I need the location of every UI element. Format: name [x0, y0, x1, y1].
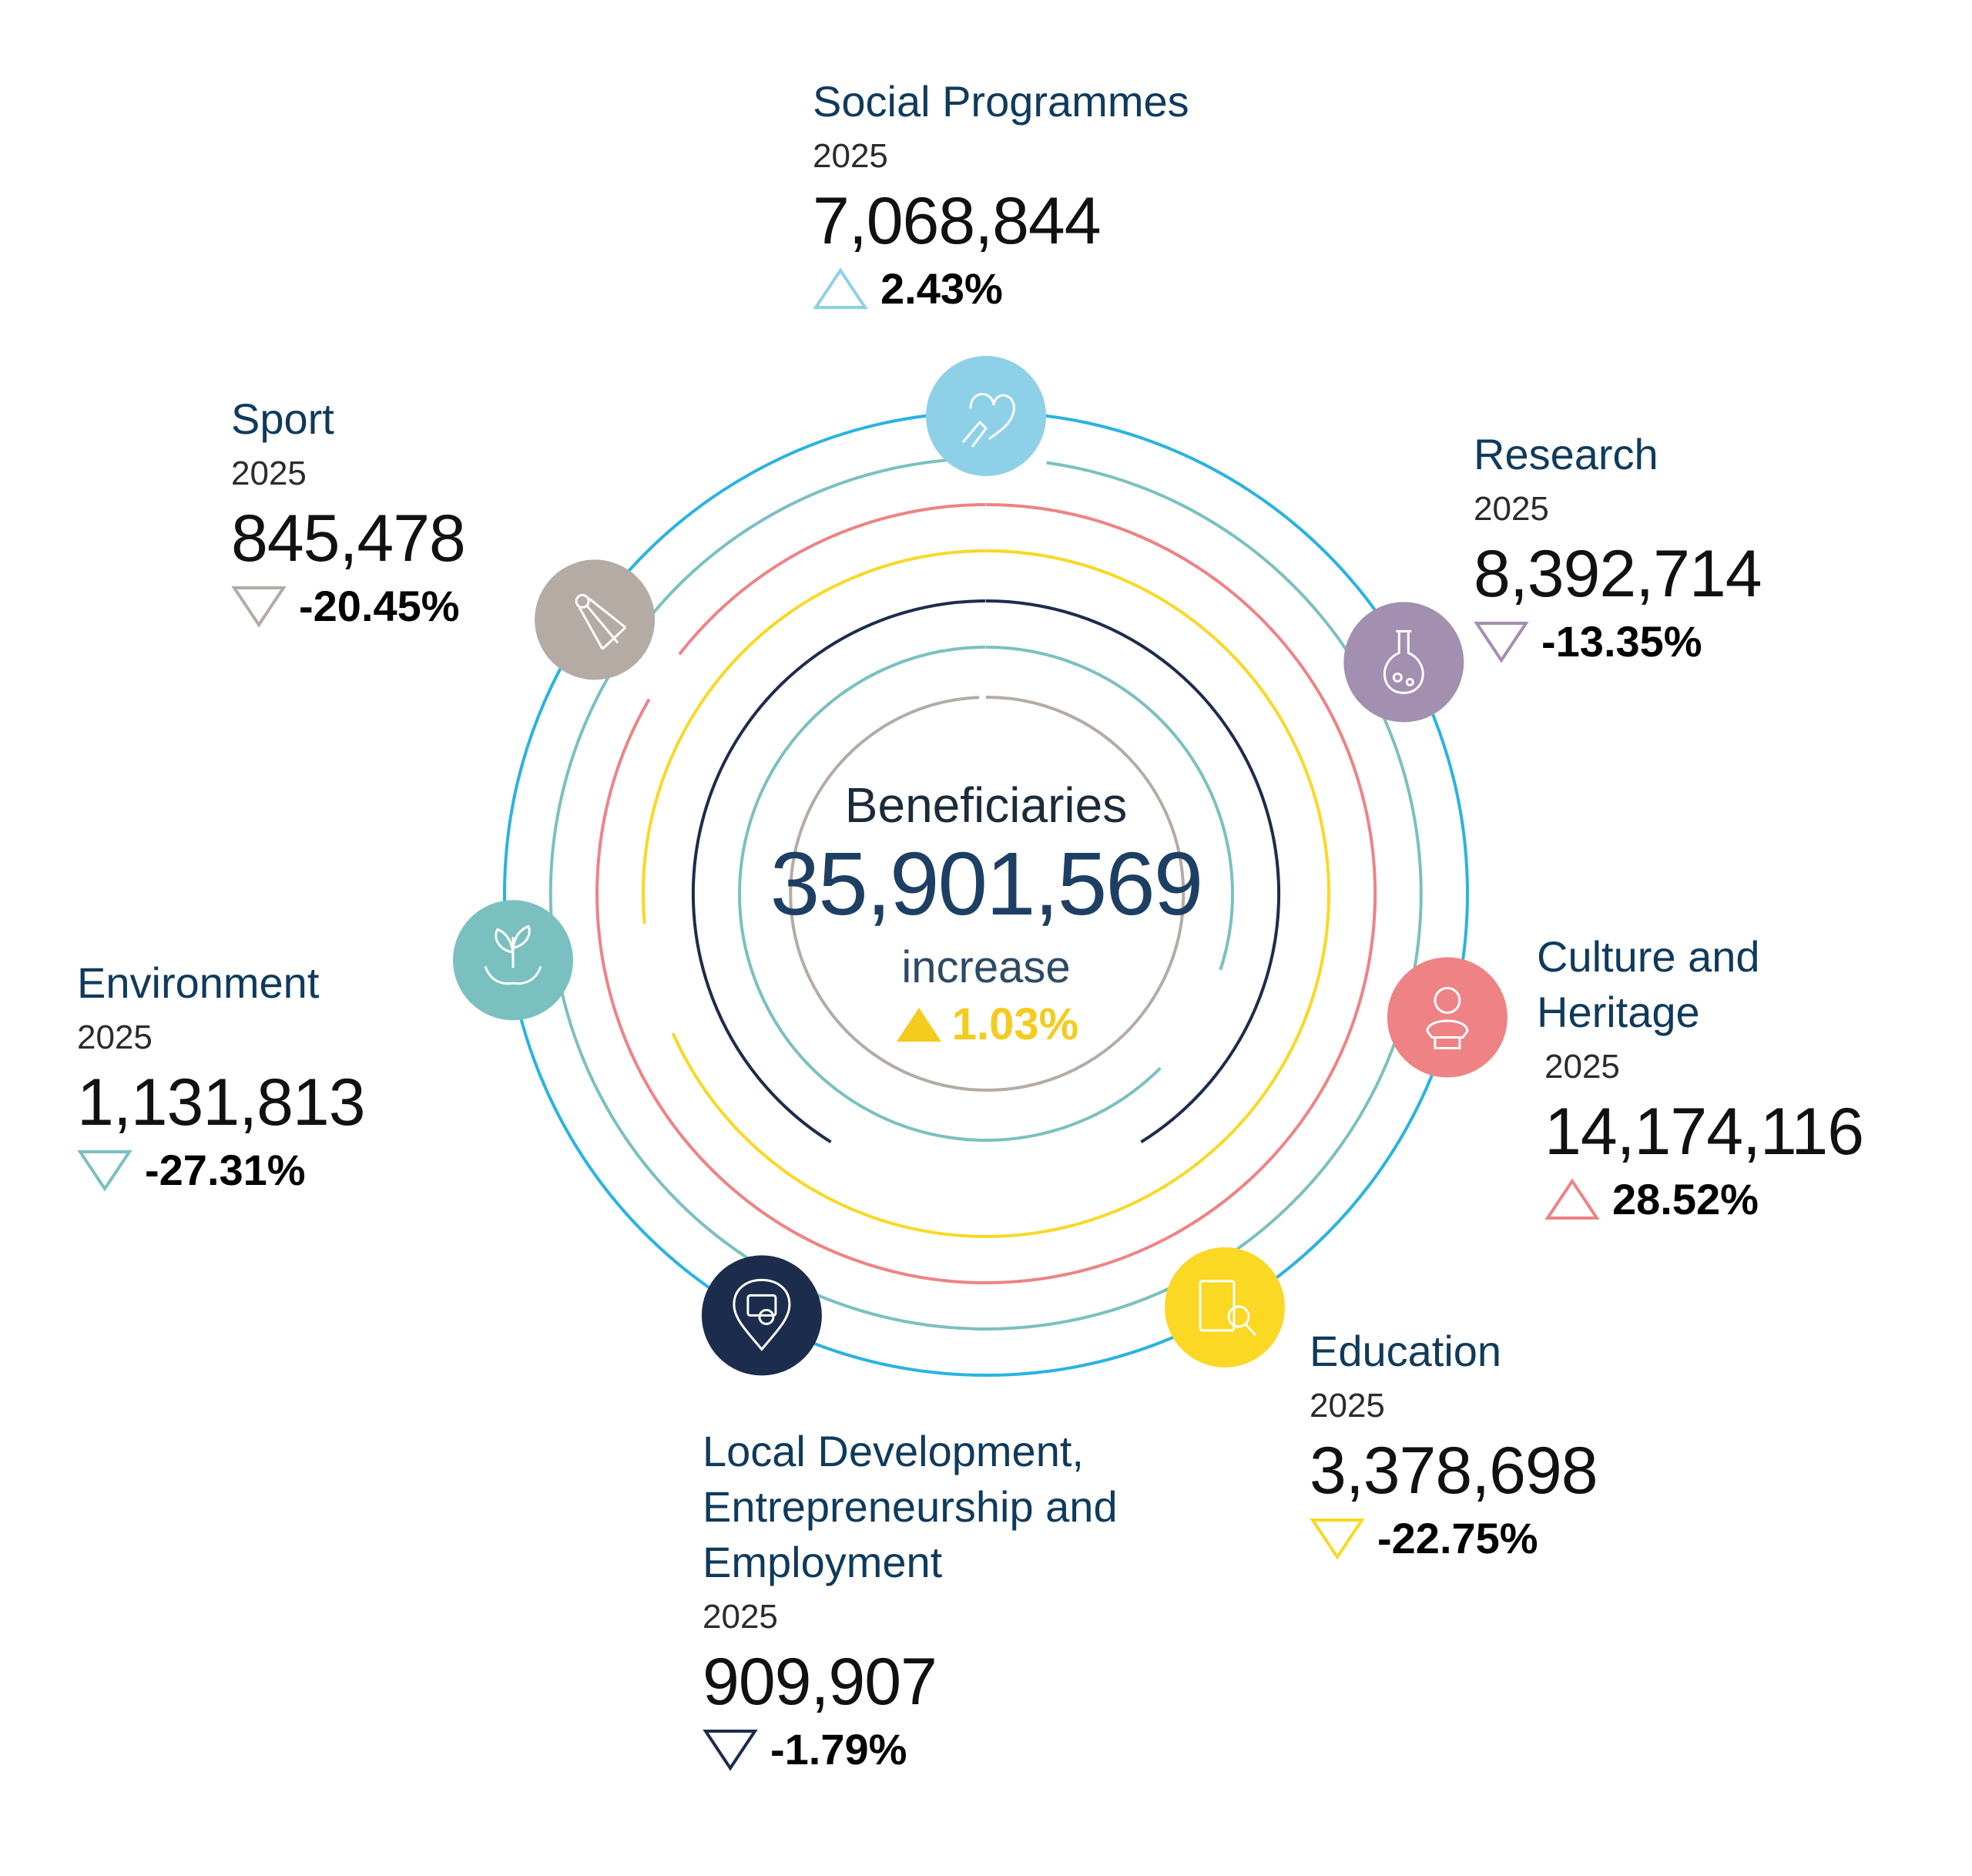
center-change-label: increase	[901, 942, 1071, 992]
down-triangle-icon	[1474, 622, 1529, 663]
category-change-value: -20.45%	[299, 582, 460, 630]
category-sport: Sport 2025 845,478 -20.45%	[231, 391, 466, 633]
shuttlecock-icon	[535, 559, 656, 680]
category-change: 28.52%	[1537, 1173, 1863, 1227]
plant-hands-icon	[453, 900, 573, 1021]
category-year: 2025	[1474, 490, 1549, 528]
ring-environment-inner-arc-2	[738, 646, 1162, 1142]
ring-local-development-arc-1	[985, 599, 1281, 1143]
category-change-value: -13.35%	[1541, 617, 1702, 666]
up-triangle-icon	[813, 267, 868, 309]
ring-culture-arc-2	[678, 503, 986, 656]
heart-hand-icon	[926, 356, 1046, 476]
category-year: 2025	[77, 1019, 153, 1056]
category-value: 3,378,698	[1310, 1434, 1598, 1508]
down-triangle-icon	[1310, 1519, 1365, 1560]
category-change-value: -22.75%	[1377, 1514, 1538, 1562]
category-change-value: -27.31%	[145, 1146, 306, 1194]
up-triangle-icon	[1544, 1178, 1600, 1220]
ring-arcs	[503, 411, 1469, 1377]
category-education: Education 2025 3,378,698 -22.75%	[1310, 1324, 1598, 1566]
category-name: Education	[1310, 1327, 1502, 1375]
category-year: 2025	[703, 1598, 778, 1636]
category-change: -27.31%	[77, 1143, 365, 1197]
location-briefcase-icon	[701, 1255, 822, 1376]
category-name: Local Development, Entrepreneurship and …	[703, 1427, 1118, 1586]
center-total-value: 35,901,569	[770, 834, 1204, 934]
category-change-value: 28.52%	[1612, 1175, 1759, 1223]
category-environment: Environment 2025 1,131,813 -27.31%	[77, 955, 366, 1197]
down-triangle-icon	[77, 1150, 132, 1192]
down-triangle-icon	[703, 1730, 758, 1771]
book-search-icon	[1165, 1247, 1285, 1368]
category-year: 2025	[1310, 1387, 1385, 1425]
category-value: 8,392,714	[1474, 537, 1762, 611]
category-value: 845,478	[231, 502, 466, 576]
increase-triangle-icon	[896, 1007, 941, 1042]
center-change: 1.03%	[716, 998, 1256, 1050]
category-value: 7,068,844	[813, 184, 1102, 258]
category-year: 2025	[1544, 1048, 1620, 1086]
category-name: Research	[1474, 430, 1658, 478]
category-change: 2.43%	[813, 262, 1189, 316]
center-change-value: 1.03%	[951, 999, 1079, 1049]
category-change: -13.35%	[1474, 615, 1762, 669]
category-name: Sport	[231, 394, 334, 443]
category-change: -1.79%	[703, 1723, 1165, 1777]
ring-education-arc-1	[671, 549, 1331, 1238]
category-change: -22.75%	[1310, 1512, 1598, 1566]
category-year: 2025	[231, 455, 307, 492]
category-research: Research 2025 8,392,714 -13.35%	[1474, 427, 1762, 669]
ring-sport-inner-arc-1	[789, 695, 1186, 1092]
flask-icon	[1343, 602, 1464, 723]
category-social-programmes: Social Programmes 2025 7,068,844 2.43%	[813, 74, 1189, 316]
down-triangle-icon	[231, 586, 287, 628]
category-name: Social Programmes	[813, 77, 1189, 126]
bust-statue-icon	[1387, 957, 1508, 1078]
category-value: 14,174,116	[1544, 1095, 1864, 1169]
ring-environment-inner-arc-1	[985, 646, 1234, 971]
category-name: Culture and Heritage	[1537, 932, 1760, 1036]
category-change: -20.45%	[231, 579, 465, 633]
category-value: 1,131,813	[77, 1066, 366, 1139]
center-title: Beneficiaries	[844, 777, 1128, 833]
category-value: 909,907	[703, 1645, 937, 1719]
ring-education-arc-2	[642, 549, 986, 924]
category-change-value: -1.79%	[770, 1725, 907, 1774]
category-change-value: 2.43%	[880, 264, 1003, 313]
ring-icons	[453, 356, 1508, 1376]
category-local-development: Local Development, Entrepreneurship and …	[703, 1424, 1165, 1777]
category-name: Environment	[77, 958, 320, 1007]
ring-local-development-arc-2	[691, 599, 986, 1143]
category-year: 2025	[813, 137, 888, 175]
category-culture-heritage: Culture and Heritage 2025 14,174,116 28.…	[1537, 929, 1864, 1227]
ring-culture-arc-1	[595, 503, 1377, 1284]
